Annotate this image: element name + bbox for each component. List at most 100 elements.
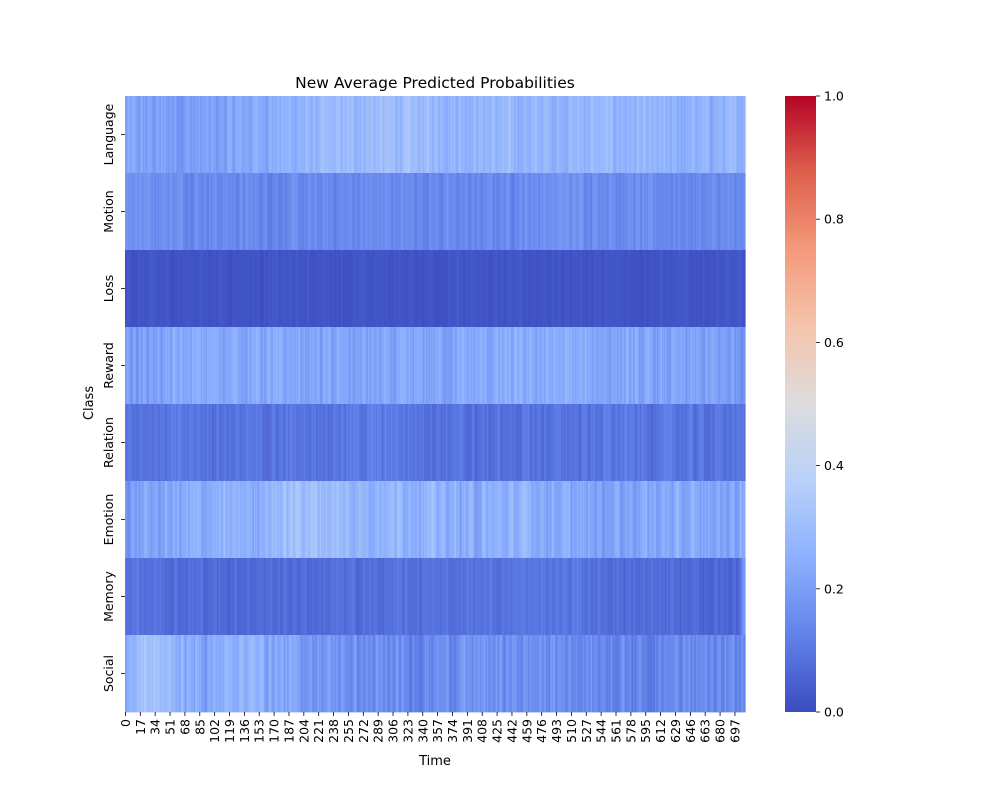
heatmap-cell [724,481,727,559]
heatmap-cell [423,173,425,251]
heatmap-cell [509,404,512,482]
heatmap-cell [464,96,466,174]
heatmap-cell [522,404,524,482]
heatmap-cell [572,327,575,405]
heatmap-cell [129,481,131,559]
heatmap-cell [280,173,283,251]
heatmap-cell [339,327,341,405]
heatmap-cell [669,404,672,482]
heatmap-cell [339,173,341,251]
heatmap-cell [592,96,595,174]
heatmap-cell [564,173,567,251]
heatmap-cell [518,481,520,559]
heatmap-cell [703,404,706,482]
heatmap-cell [142,481,144,559]
heatmap-cell [336,250,339,328]
heatmap-cell [628,250,631,328]
heatmap-cell [418,558,421,636]
heatmap-cell [630,404,632,482]
heatmap-cell [354,404,357,482]
heatmap-cell [727,404,729,482]
heatmap-cell [366,481,368,559]
heatmap-cell [332,558,334,636]
heatmap-cell [731,173,733,251]
heatmap-cell [196,173,199,251]
heatmap-cell [682,558,685,636]
heatmap-cell [550,327,553,405]
heatmap-cell [373,481,375,559]
heatmap-cell [704,173,707,251]
heatmap-cell [254,173,256,251]
heatmap-cell [612,404,615,482]
heatmap-cell [527,327,529,405]
heatmap-cell [417,327,420,405]
heatmap-cell [212,404,214,482]
heatmap-cell [344,558,346,636]
heatmap-cell [618,404,620,482]
heatmap-cell [612,327,615,405]
heatmap-cell [663,96,666,174]
heatmap-cell [166,96,169,174]
heatmap-cell [225,558,228,636]
heatmap-cell [435,481,437,559]
heatmap-cell [173,404,176,482]
heatmap-cell [506,327,508,405]
heatmap-cell [383,558,386,636]
heatmap-cell [218,481,221,559]
heatmap-cell [487,481,489,559]
heatmap-cell [272,327,275,405]
heatmap-cell [132,250,135,328]
heatmap-cell [191,481,193,559]
heatmap-cell [658,96,660,174]
heatmap-cell [302,404,304,482]
heatmap-cell [434,327,437,405]
heatmap-cell [280,250,283,328]
heatmap-cell [537,558,540,636]
heatmap-cell [340,481,342,559]
heatmap-cell [480,404,482,482]
heatmap-cell [563,173,566,251]
heatmap-cell [245,250,248,328]
heatmap-cell [423,558,425,636]
heatmap-cell [501,250,503,328]
heatmap-cell [199,404,201,482]
heatmap-cell [278,250,280,328]
heatmap-cell [725,250,728,328]
heatmap-cell [597,404,599,482]
heatmap-cell [265,404,268,482]
heatmap-cell [484,481,486,559]
heatmap-cell [690,404,693,482]
heatmap-cell [207,250,209,328]
heatmap-cell [579,481,582,559]
heatmap-cell [265,327,268,405]
heatmap-cell [422,250,424,328]
heatmap-cell [523,481,526,559]
heatmap-cell [736,481,738,559]
heatmap-cell [518,173,520,251]
heatmap-cell [145,635,148,713]
heatmap-cell [687,558,689,636]
heatmap-cell [591,96,593,174]
heatmap-cell [306,558,308,636]
heatmap-cell [157,327,159,405]
heatmap-cell [647,96,649,174]
heatmap-cell [173,96,175,174]
heatmap-cell [688,96,690,174]
heatmap-cell [327,327,329,405]
heatmap-cell [236,327,239,405]
heatmap-cell [258,481,261,559]
heatmap-cell [602,404,604,482]
heatmap-cell [145,481,148,559]
heatmap-cell [379,481,381,559]
heatmap-cell [313,250,316,328]
heatmap-cell [721,173,723,251]
heatmap-cell [184,558,186,636]
heatmap-cell [498,404,500,482]
heatmap-cell [165,481,167,559]
heatmap-cell [629,327,632,405]
heatmap-cell [247,404,249,482]
heatmap-cell [508,173,511,251]
heatmap-cell [616,173,618,251]
heatmap-cell [633,96,636,174]
heatmap-cell [278,250,281,328]
